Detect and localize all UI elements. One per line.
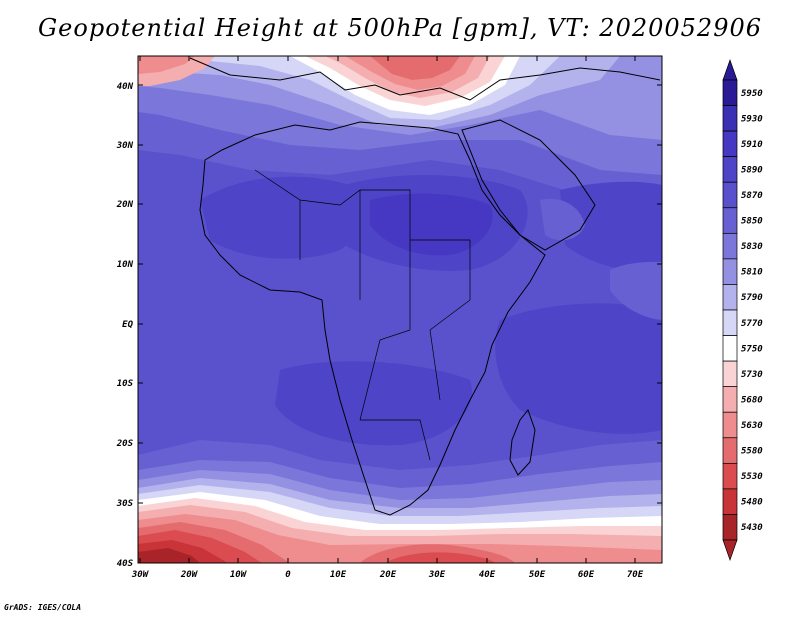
lat-label-20n: 20N	[116, 200, 134, 210]
colorbar-label-5790: 5790	[741, 293, 763, 303]
colorbar-box-5530	[722, 462, 738, 490]
lon-label-30e: 30E	[428, 570, 446, 580]
lat-label-40n: 40N	[117, 82, 134, 92]
atlantic-nw-low-core	[138, 56, 195, 74]
colorbar-label-5730: 5730	[741, 370, 763, 380]
lon-label-50e: 50E	[529, 570, 546, 580]
colorbar-label-5430: 5430	[741, 523, 763, 533]
colorbar-label-5830: 5830	[741, 242, 763, 252]
colorbar-label-5580: 5580	[741, 447, 763, 457]
colorbar-arrow-bottom	[722, 539, 738, 562]
map-title: Geopotential Height at 500hPa [gpm], VT:…	[38, 14, 762, 42]
lon-label-0: 0	[285, 570, 291, 580]
country-borders	[254, 169, 471, 461]
colorbar-label-5770: 5770	[741, 319, 763, 329]
colorbar-label-5810: 5810	[741, 268, 763, 278]
africa-coastline	[199, 121, 546, 516]
colorbar-box-5750	[722, 335, 738, 362]
madagascar-coastline	[509, 408, 536, 476]
lat-label-20s: 20S	[116, 439, 134, 449]
high-core-5890-west	[200, 176, 369, 259]
lat-label-30n: 30N	[116, 141, 134, 151]
colorbar-label-5750: 5750	[741, 344, 763, 354]
colorbar-label-5930: 5930	[741, 114, 763, 124]
colorbar-label-5870: 5870	[741, 191, 763, 201]
high-core-5890-india	[560, 181, 662, 272]
colorbar-label-5950: 5950	[741, 89, 763, 99]
arabia-coastline	[461, 119, 596, 251]
lon-label-60e: 60E	[578, 570, 595, 580]
colorbar-box-5850	[722, 207, 738, 234]
colorbar-box-5830	[722, 232, 738, 260]
south-low-sw-5480	[138, 548, 200, 563]
colorbar-label-5480: 5480	[741, 498, 763, 508]
lon-label-10w: 10W	[230, 570, 248, 580]
colorbar: 5950 5930 5910 5890 5870 5850 5830 5810 5790 5770…	[722, 58, 763, 562]
south-low-se-5580	[385, 552, 495, 563]
longitude-labels: 30W 20W 10W 0 10E 20E 30E 40E 50E 60E 70…	[131, 570, 644, 580]
lat-label-10s: 10S	[117, 379, 134, 389]
lat-label-eq: EQ	[122, 320, 133, 330]
map-frame	[137, 55, 663, 564]
colorbar-label-5910: 5910	[741, 140, 763, 150]
colorbar-box-5890	[722, 156, 738, 183]
colorbar-arrow-top	[722, 58, 738, 81]
colorbar-box-5730	[722, 360, 738, 388]
lat-label-40s: 40S	[117, 559, 134, 569]
colorbar-label-5850: 5850	[741, 217, 763, 227]
colorbar-box-5680	[722, 386, 738, 413]
east-ocean-light	[610, 261, 662, 320]
lon-label-20e: 20E	[379, 570, 397, 580]
colorbar-label-5630: 5630	[741, 421, 763, 431]
lon-label-30w: 30W	[131, 570, 150, 580]
med-trough-5630	[370, 56, 460, 80]
colorbar-label-5530: 5530	[741, 472, 763, 482]
arabian-lighter	[540, 198, 585, 241]
colorbar-box-5910	[722, 130, 738, 158]
lon-label-10e: 10E	[330, 570, 347, 580]
lon-label-70e: 70E	[627, 570, 644, 580]
colorbar-box-5430	[722, 514, 738, 541]
colorbar-box-5950	[722, 79, 738, 106]
colorbar-box-5790	[722, 284, 738, 311]
high-core-5890-south-africa	[275, 361, 472, 446]
footer-credit: GrADS: IGES/COLA	[4, 603, 82, 612]
colorbar-box-5630	[722, 411, 738, 439]
colorbar-label-5680: 5680	[741, 395, 763, 405]
map-panel	[138, 56, 662, 563]
axis-ticks	[138, 56, 662, 564]
lon-label-40e: 40E	[479, 570, 496, 580]
colorbar-box-5870	[722, 181, 738, 209]
colorbar-box-5770	[722, 309, 738, 336]
europe-coastline	[189, 57, 661, 101]
lat-label-10n: 10N	[117, 260, 134, 270]
colorbar-box-5580	[722, 437, 738, 464]
colorbar-box-5810	[722, 258, 738, 285]
lat-label-30s: 30S	[116, 499, 134, 509]
colorbar-label-5890: 5890	[741, 165, 763, 175]
lon-label-20w: 20W	[180, 570, 199, 580]
colorbar-box-5480	[722, 488, 738, 515]
high-core-5890-indian-ocean	[495, 303, 662, 434]
colorbar-box-5930	[722, 105, 738, 132]
latitude-labels: 40N 30N 20N 10N EQ 10S 20S 30S 40S	[116, 82, 134, 569]
